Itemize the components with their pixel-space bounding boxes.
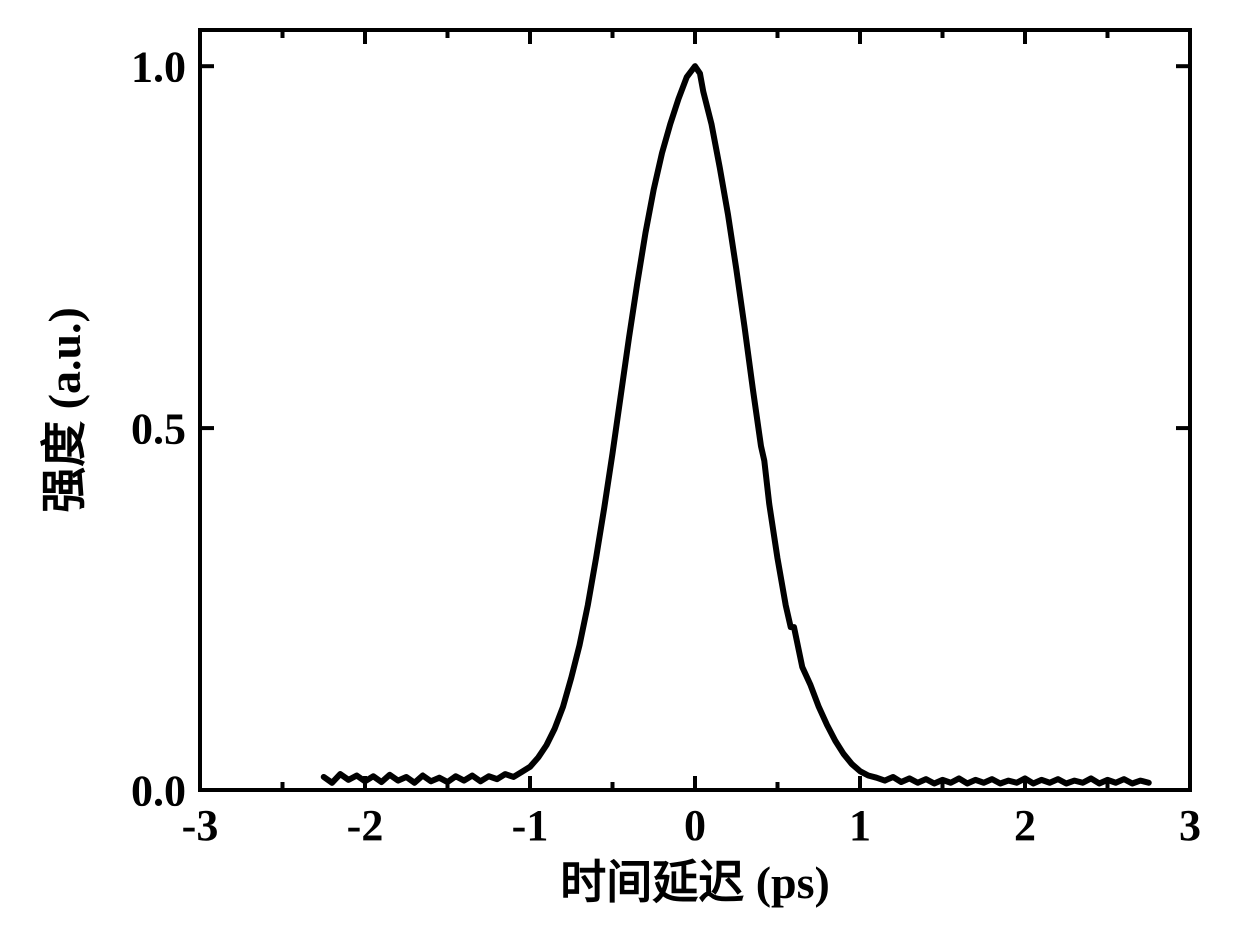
chart-svg: -3 -2 -1 0 1 2 3 0.0 0.5 1.0 时间延迟 (ps) 强度 (a.u.) — [0, 0, 1240, 936]
xtick-label: -3 — [182, 801, 219, 850]
chart-container: -3 -2 -1 0 1 2 3 0.0 0.5 1.0 时间延迟 (ps) 强度 (a.u.) — [0, 0, 1240, 936]
xtick-label: 2 — [1014, 801, 1036, 850]
xtick-label: -1 — [512, 801, 549, 850]
ytick-label: 1.0 — [131, 43, 186, 92]
xlabel: 时间延迟 (ps) — [560, 857, 830, 908]
xtick-label: 1 — [849, 801, 871, 850]
xtick-label: -2 — [347, 801, 384, 850]
ytick-label: 0.0 — [131, 766, 186, 815]
ytick-label: 0.5 — [131, 404, 186, 453]
chart-bg — [0, 0, 1240, 936]
ylabel: 强度 (a.u.) — [39, 307, 90, 513]
xtick-label: 0 — [684, 801, 706, 850]
xtick-label: 3 — [1179, 801, 1201, 850]
